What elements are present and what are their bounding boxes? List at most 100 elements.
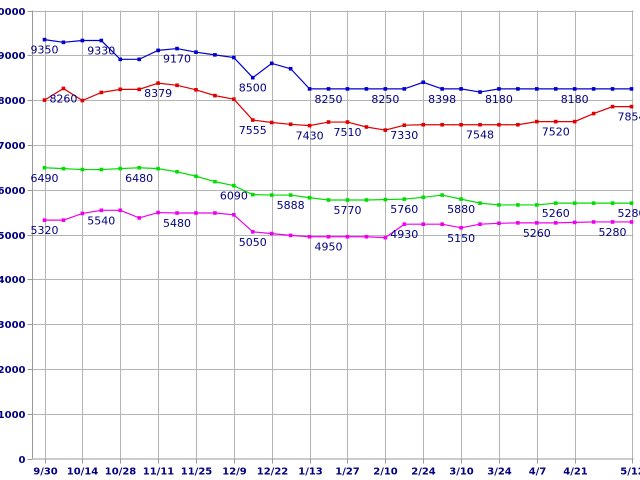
data-point-marker: [535, 87, 539, 91]
x-tick-label: 4/21: [563, 467, 588, 478]
series-blue-series: [42, 37, 634, 94]
data-point-marker: [629, 87, 634, 91]
data-point-label: 6480: [125, 172, 153, 185]
data-point-marker: [175, 46, 179, 51]
data-point-marker: [61, 40, 66, 45]
data-point-label: 5050: [239, 236, 267, 249]
x-tick-label: 1/13: [298, 467, 323, 478]
y-tick-label: 6000: [0, 186, 26, 197]
data-point-marker: [307, 123, 312, 128]
data-point-marker: [194, 174, 198, 179]
y-tick-label: 5000: [0, 231, 26, 242]
data-point-label: 7854: [618, 111, 640, 124]
data-point-marker: [61, 86, 66, 91]
data-point-marker: [497, 203, 501, 207]
data-point-marker: [61, 166, 66, 171]
data-point-marker: [383, 197, 388, 202]
data-point-marker: [591, 111, 596, 116]
data-point-marker: [175, 211, 179, 215]
data-point-marker: [269, 193, 274, 197]
y-tick-label: 7000: [0, 141, 26, 152]
data-point-label: 8180: [561, 93, 589, 106]
data-point-marker: [175, 83, 179, 88]
data-point-label: 5880: [447, 203, 475, 216]
data-point-label: 7510: [333, 126, 361, 139]
x-tick-label: 4/7: [529, 467, 547, 478]
data-point-marker: [591, 220, 596, 224]
data-point-marker: [516, 221, 520, 225]
data-point-marker: [610, 220, 615, 224]
y-tick-label: 10000: [0, 7, 26, 18]
data-point-marker: [326, 198, 331, 202]
x-tick-label: 3/24: [487, 467, 512, 478]
data-point-marker: [137, 87, 141, 92]
x-tick-label: 2/10: [373, 467, 398, 478]
data-point-label: 8260: [49, 92, 77, 105]
data-point-marker: [572, 201, 577, 205]
data-point-marker: [459, 87, 463, 91]
grid-layer: [32, 10, 634, 459]
data-point-marker: [553, 119, 558, 124]
data-point-marker: [99, 38, 104, 43]
data-point-marker: [42, 218, 47, 222]
data-point-marker: [326, 87, 331, 91]
data-point-marker: [459, 122, 463, 127]
x-tick-label: 5/12: [620, 467, 640, 478]
data-point-marker: [288, 122, 293, 127]
series-magenta-series: [42, 208, 634, 240]
data-point-marker: [364, 198, 369, 202]
data-point-marker: [213, 53, 217, 57]
data-point-label: 5770: [333, 204, 361, 217]
data-point-marker: [213, 93, 217, 98]
y-tick-label: 3000: [0, 320, 26, 331]
data-point-marker: [250, 230, 255, 234]
x-tick-label: 12/22: [257, 467, 289, 478]
data-point-label: 5888: [277, 199, 305, 212]
data-point-marker: [288, 233, 293, 238]
data-point-marker: [269, 231, 274, 236]
data-point-label: 8250: [371, 93, 399, 106]
data-point-marker: [213, 179, 217, 184]
data-point-marker: [80, 211, 85, 216]
data-point-marker: [516, 87, 520, 91]
data-point-label: 9170: [163, 53, 191, 66]
data-point-marker: [288, 66, 293, 71]
data-point-marker: [137, 216, 141, 220]
data-point-marker: [80, 98, 85, 103]
y-tick-label: 2000: [0, 365, 26, 376]
data-point-marker: [440, 87, 444, 91]
data-point-marker: [99, 167, 104, 172]
data-point-marker: [629, 104, 634, 109]
data-point-marker: [402, 123, 407, 127]
data-point-marker: [535, 119, 539, 124]
data-point-marker: [572, 119, 577, 124]
data-point-marker: [118, 166, 123, 171]
data-point-label: 5280: [618, 207, 640, 220]
x-tick-label: 11/25: [181, 467, 213, 478]
data-point-marker: [42, 165, 47, 170]
data-point-marker: [459, 197, 463, 201]
data-point-marker: [137, 57, 141, 62]
data-point-label: 5540: [87, 214, 115, 227]
data-point-marker: [118, 87, 123, 92]
data-point-marker: [345, 198, 350, 202]
y-tick-label: 0: [19, 455, 26, 466]
data-point-marker: [99, 90, 104, 95]
x-tick-label: 1/27: [335, 467, 360, 478]
data-point-marker: [307, 234, 312, 239]
data-point-marker: [383, 235, 388, 240]
data-point-marker: [421, 80, 426, 85]
data-point-marker: [421, 222, 426, 226]
data-point-label: 7520: [542, 126, 570, 139]
data-point-label: 6090: [220, 190, 248, 203]
data-point-marker: [553, 87, 558, 91]
data-point-marker: [61, 218, 66, 222]
data-point-marker: [175, 169, 179, 174]
data-point-marker: [269, 61, 274, 66]
data-point-marker: [478, 222, 482, 226]
series-line: [44, 167, 632, 206]
data-point-marker: [80, 38, 85, 43]
data-point-labels: 9350 9330 9170 8500 8250 8250 8398 8180 8180 8260…: [31, 44, 640, 254]
data-point-marker: [80, 167, 85, 172]
